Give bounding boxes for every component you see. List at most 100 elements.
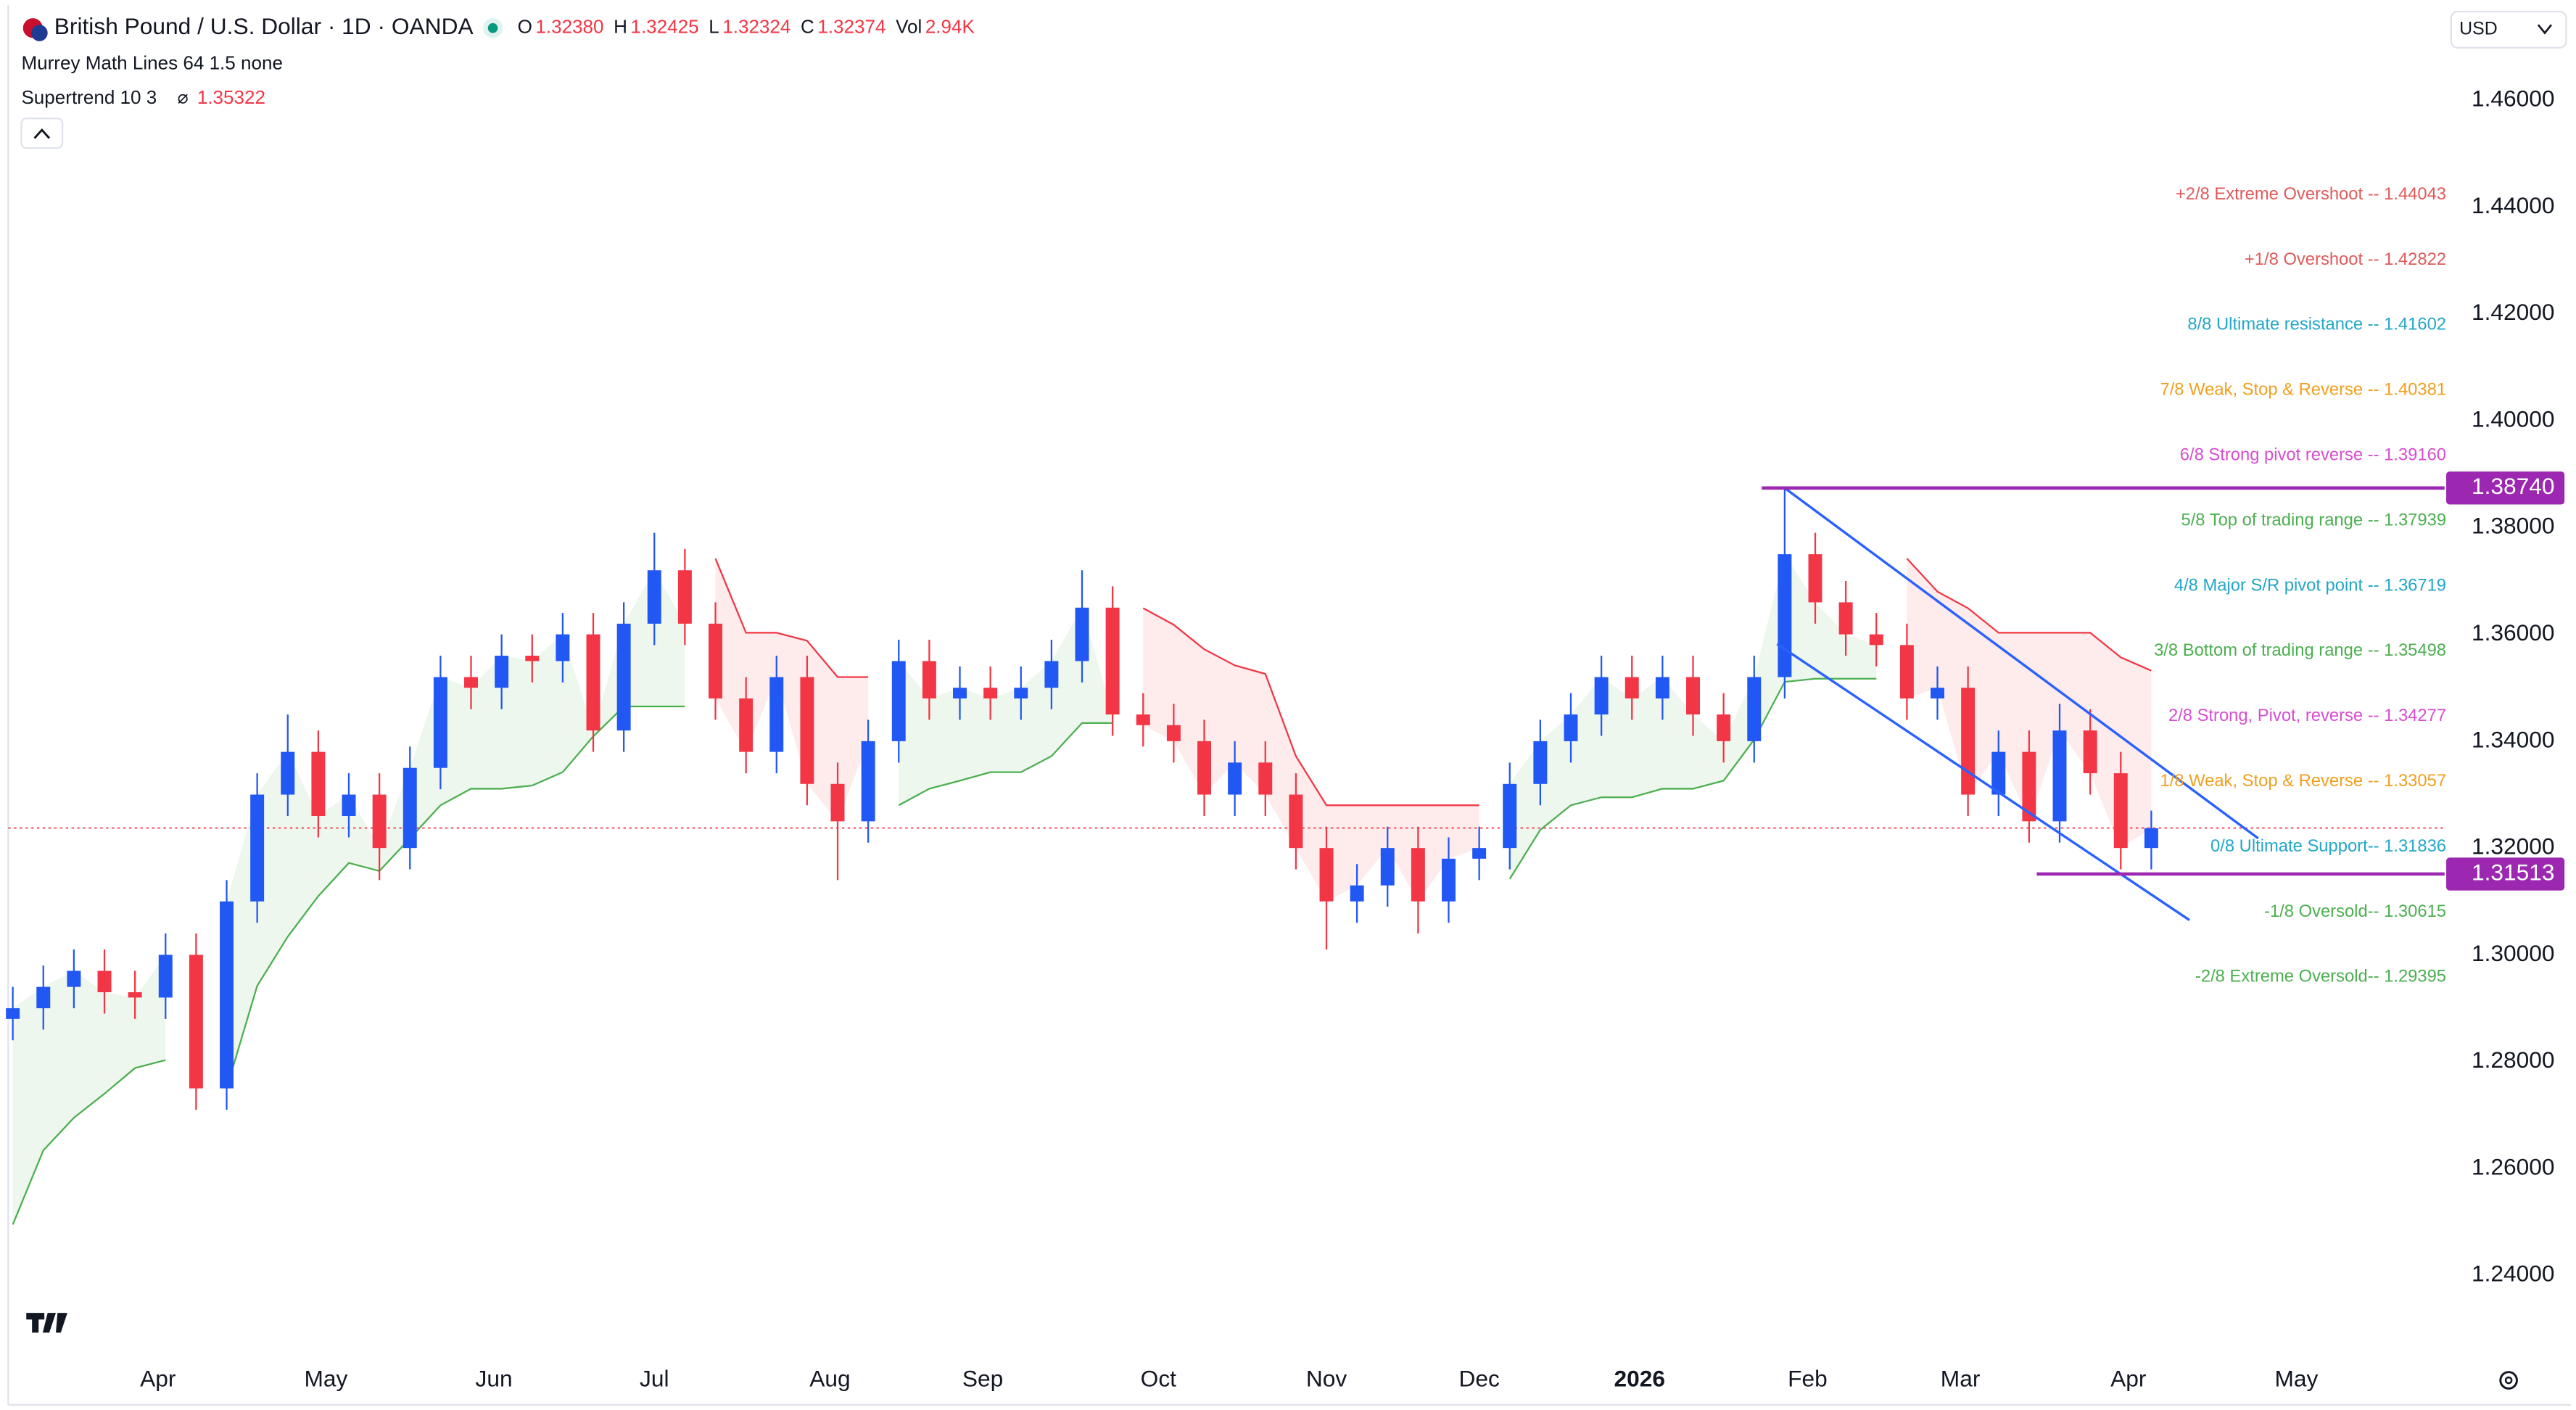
murrey-label: +2/8 Extreme Overshoot -- 1.44043	[2176, 184, 2446, 204]
candle-body	[311, 751, 326, 816]
x-tick-label: Oct	[1141, 1365, 1177, 1391]
candle-body	[1380, 848, 1395, 886]
price-tag	[2446, 471, 2565, 505]
candle-body	[1808, 554, 1822, 603]
candle-body	[1961, 688, 1976, 795]
candle-body	[1136, 714, 1150, 725]
candle-body	[1931, 688, 1944, 698]
x-tick-label: Jul	[640, 1365, 669, 1391]
candle-body	[2022, 751, 2036, 822]
candle-body	[830, 783, 845, 822]
murrey-label: -2/8 Extreme Oversold-- 1.29395	[2195, 967, 2446, 986]
candle-body	[709, 623, 722, 698]
ohlc-label: L	[709, 16, 719, 38]
candle-body	[1105, 607, 1120, 715]
murrey-label: 2/8 Strong, Pivot, reverse -- 1.34277	[2168, 706, 2446, 725]
candle-body	[1717, 714, 1731, 741]
x-tick-label: May	[304, 1365, 347, 1391]
x-tick-label: May	[2275, 1365, 2319, 1391]
candle-body	[158, 955, 173, 998]
y-tick-label: 1.44000	[2472, 192, 2555, 218]
supertrend-fill	[226, 570, 685, 1089]
currency-label[interactable]: USD	[2459, 19, 2498, 39]
candle-body	[1625, 677, 1639, 698]
murrey-label: +1/8 Overshoot -- 1.42822	[2245, 250, 2446, 269]
candle-body	[1258, 762, 1273, 795]
collapse-button[interactable]	[20, 118, 64, 149]
candle-body	[739, 698, 754, 752]
y-tick-label: 1.42000	[2472, 299, 2555, 325]
x-tick-label: Feb	[1788, 1365, 1828, 1391]
candle-body	[586, 634, 600, 731]
murrey-label: 5/8 Top of trading range -- 1.37939	[2181, 510, 2446, 529]
candle-body	[1166, 725, 1181, 741]
ohlc-value: 1.32380	[535, 16, 603, 38]
candle-body	[1991, 751, 2006, 795]
indicator-value: 1.35322	[197, 86, 265, 108]
candle-body	[1655, 677, 1669, 698]
murrey-label: 3/8 Bottom of trading range -- 1.35498	[2154, 640, 2446, 660]
candle-body	[1319, 848, 1334, 902]
candle-body	[1350, 885, 1364, 902]
supertrend-fill	[715, 558, 869, 822]
currency-button[interactable]	[2450, 10, 2567, 49]
symbol-title: British Pound / U.S. Dollar · 1D · OANDA	[54, 13, 474, 39]
currency-arrow	[2537, 24, 2553, 35]
candle-body	[1899, 645, 1914, 698]
price-tag-label: 1.31513	[2472, 859, 2555, 885]
x-tick-label: Mar	[1941, 1365, 1981, 1391]
candle-body	[2052, 730, 2067, 822]
candle-body	[1778, 554, 1792, 677]
candle-body	[1014, 688, 1028, 698]
candle-body	[1747, 677, 1762, 741]
candle-body	[556, 634, 570, 661]
x-tick-label: Apr	[140, 1365, 176, 1391]
ohlc-label: Vol	[896, 16, 922, 38]
ohlc-label: H	[614, 16, 627, 38]
candle-body	[616, 623, 631, 731]
murrey-label: 0/8 Ultimate Support-- 1.31836	[2210, 836, 2446, 856]
x-tick-label: Aug	[809, 1365, 850, 1391]
candle-body	[1869, 634, 1883, 646]
y-tick-label: 1.32000	[2472, 833, 2555, 859]
supertrend-fill	[12, 955, 166, 1225]
supertrend-line	[12, 677, 1877, 1225]
candle-body	[677, 570, 692, 624]
candle-body	[800, 677, 814, 784]
x-tick-label: Jun	[476, 1365, 513, 1391]
ohlc-label: C	[801, 16, 814, 38]
candle-body	[1533, 741, 1548, 784]
supertrend-fill	[899, 607, 1113, 806]
candle-body	[983, 688, 998, 698]
ohlc-value: 1.32324	[722, 16, 790, 38]
candle-body	[6, 1008, 20, 1019]
indicator-label[interactable]: Supertrend 10 3	[21, 86, 157, 108]
candle-body	[1197, 741, 1211, 795]
ohlc-value: 1.32374	[817, 16, 886, 38]
candle-body	[342, 794, 356, 816]
x-tick-label: Sep	[962, 1365, 1003, 1391]
candle-body	[2083, 730, 2097, 774]
ohlc-label: O	[518, 16, 532, 38]
indicator-label[interactable]: Murrey Math Lines 64 1.5 none	[21, 51, 283, 73]
candle-body	[1075, 607, 1089, 661]
candle-body	[1472, 848, 1487, 859]
candle-body	[1838, 602, 1853, 635]
candle-body	[1411, 848, 1425, 902]
settings-icon[interactable]	[2499, 1371, 2518, 1390]
y-tick-label: 1.24000	[2472, 1261, 2555, 1287]
candle-body	[495, 656, 509, 688]
candle-body	[2113, 773, 2128, 849]
candle-body	[433, 677, 447, 768]
collapse-icon	[33, 128, 51, 139]
x-tick-label: 2026	[1614, 1365, 1666, 1391]
candle-body	[1686, 677, 1700, 715]
indicator-icon: ⌀	[178, 88, 189, 108]
candle-body	[220, 901, 234, 1089]
candle-body	[525, 656, 540, 661]
candle-body	[1594, 677, 1609, 715]
y-tick-label: 1.38000	[2472, 513, 2555, 539]
candle-body	[769, 677, 784, 752]
